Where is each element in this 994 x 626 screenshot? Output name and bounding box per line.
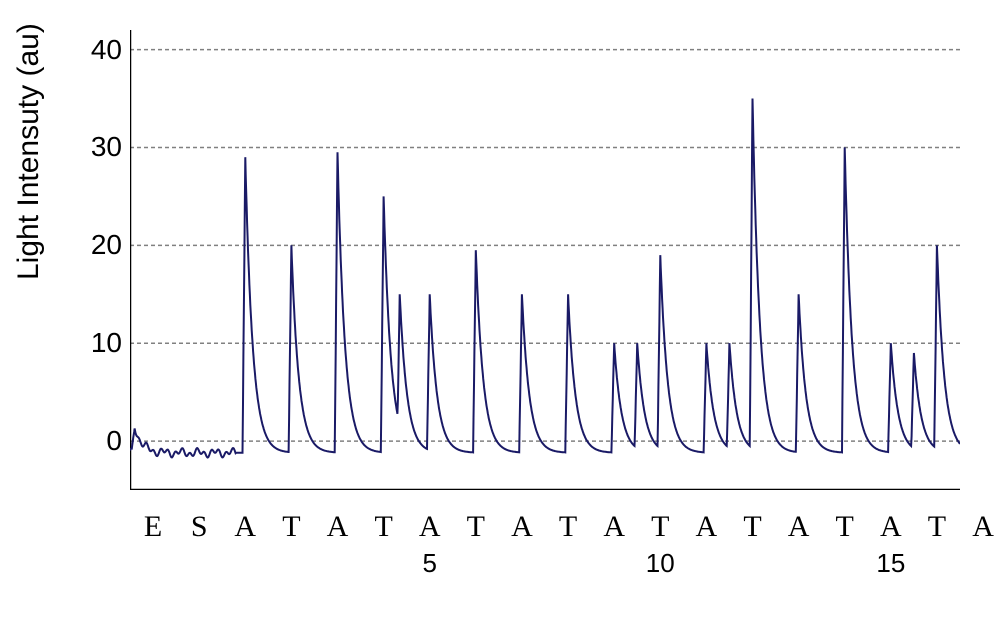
chart-container: Light Intensuty (au) 010203040 ESATATATA… [0, 0, 994, 626]
x-letter-label: A [234, 510, 256, 544]
x-letter-label: T [282, 510, 300, 544]
axis-layer [130, 30, 960, 490]
x-letter-label: T [651, 510, 669, 544]
y-tick-label: 20 [91, 229, 122, 261]
plot-svg [130, 30, 960, 490]
x-letter-label: T [559, 510, 577, 544]
x-number-label: 5 [422, 548, 436, 579]
y-tick-label: 30 [91, 131, 122, 163]
x-letter-label: T [374, 510, 392, 544]
y-tick-label: 40 [91, 34, 122, 66]
y-axis-label: Light Intensuty (au) [12, 23, 46, 280]
trace-layer [130, 99, 960, 458]
x-letter-label: A [788, 510, 810, 544]
x-letter-label: A [327, 510, 349, 544]
x-letter-label: S [191, 510, 208, 544]
y-tick-label: 0 [106, 425, 122, 457]
x-number-label: 15 [876, 548, 905, 579]
x-number-label: 10 [646, 548, 675, 579]
x-letter-label: A [880, 510, 902, 544]
x-letter-label: A [972, 510, 994, 544]
x-letter-label: A [419, 510, 441, 544]
x-letter-label: E [144, 510, 162, 544]
x-letter-label: T [467, 510, 485, 544]
x-letter-label: T [836, 510, 854, 544]
x-letter-label: A [696, 510, 718, 544]
x-letter-label: A [603, 510, 625, 544]
grid-layer [130, 50, 960, 441]
x-letter-label: T [928, 510, 946, 544]
x-letter-label: T [743, 510, 761, 544]
x-letter-label: A [511, 510, 533, 544]
y-tick-label: 10 [91, 327, 122, 359]
